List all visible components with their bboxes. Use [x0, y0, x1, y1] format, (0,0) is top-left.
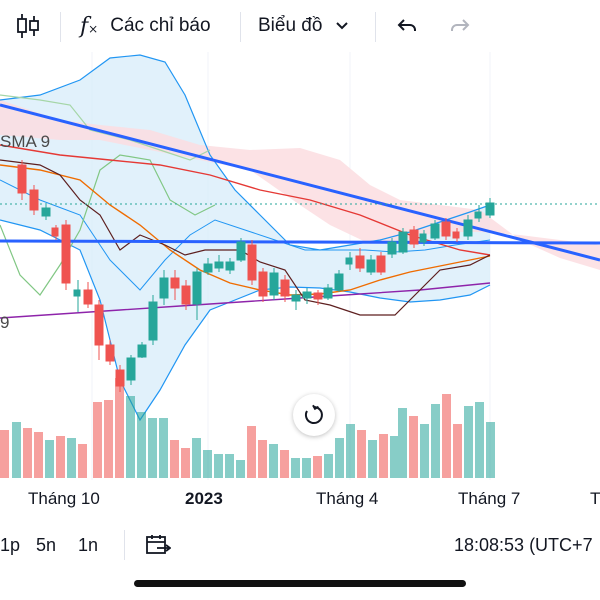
senkou-green: [0, 94, 211, 161]
top-toolbar: f× Các chỉ báo Biểu đồ: [0, 0, 600, 52]
candle: [41, 205, 51, 220]
bollinger-lower: [0, 219, 491, 422]
indicators-button[interactable]: f× Các chỉ báo: [80, 0, 211, 52]
interval-5n[interactable]: 5n: [36, 534, 57, 555]
candle: [192, 268, 202, 320]
candle: [94, 300, 104, 360]
candle: [430, 220, 440, 240]
candle: [334, 270, 344, 292]
candle: [137, 342, 147, 358]
reset-icon: [304, 404, 323, 424]
candle: [463, 215, 473, 240]
bottom-toolbar: 1p 5n 1n 18:08:53 (UTC+7: [0, 522, 600, 568]
redo-button[interactable]: [448, 0, 472, 52]
candlestick-icon[interactable]: [14, 0, 42, 52]
candle: [398, 228, 408, 254]
candle: [83, 282, 93, 308]
sma-red: [0, 144, 491, 256]
candle: [387, 238, 397, 258]
candle: [170, 270, 180, 300]
candle: [419, 230, 427, 246]
reset-chart-button[interactable]: [293, 394, 335, 436]
candle: [181, 280, 191, 310]
candle: [376, 252, 386, 275]
candle: [269, 268, 279, 300]
candle: [247, 240, 257, 285]
candle: [474, 205, 482, 222]
chikou-span: [0, 154, 216, 296]
candle: [258, 268, 268, 302]
candle: [203, 258, 213, 275]
indicators-label: Các chỉ báo: [110, 15, 211, 36]
undo-button[interactable]: [395, 0, 419, 52]
candle: [61, 220, 71, 290]
candle: [355, 248, 365, 272]
x-label-2023: 2023: [185, 489, 223, 508]
left-edge-label: 9: [0, 313, 9, 332]
trendline-descending: [0, 103, 600, 262]
volume-bars: [0, 378, 495, 478]
calendar-arrow-icon: [146, 535, 171, 554]
candle: [485, 198, 495, 218]
candle: [17, 160, 27, 200]
candle: [323, 284, 333, 300]
candle: [126, 355, 136, 385]
candle: [225, 258, 235, 274]
candle: [159, 270, 169, 305]
candle: [366, 255, 376, 275]
candle: [409, 226, 419, 248]
candle: [105, 340, 115, 365]
function-icon: f×: [80, 13, 99, 39]
x-label-thang10: Tháng 10: [28, 489, 100, 508]
x-label-cut: T: [590, 489, 600, 508]
trendline-horizontal: [0, 239, 600, 245]
home-indicator: [134, 580, 466, 587]
clock-timezone[interactable]: 18:08:53 (UTC+7: [454, 534, 593, 555]
date-range-button[interactable]: [145, 522, 171, 568]
x-label-thang4: Tháng 4: [316, 489, 378, 508]
interval-1p[interactable]: 1p: [0, 534, 21, 555]
candle: [291, 290, 301, 310]
candle: [29, 185, 39, 215]
price-chart[interactable]: SMA 9 9 Tháng 10 2023 Tháng 4 Tháng 7 T: [0, 52, 600, 522]
candle: [236, 238, 246, 262]
candle: [345, 252, 353, 270]
candle: [302, 288, 312, 304]
candle: [313, 290, 323, 305]
chart-type-label: Biểu đồ: [258, 15, 323, 36]
legend-sma: SMA 9: [0, 132, 50, 151]
candle: [214, 255, 224, 272]
ma-purple: [0, 282, 491, 319]
candle: [73, 280, 81, 312]
undo-icon: [397, 19, 416, 31]
interval-1n[interactable]: 1n: [78, 534, 99, 555]
chart-type-button[interactable]: Biểu đồ: [258, 0, 350, 52]
chevron-down-icon: [336, 22, 349, 30]
bollinger-band-fill: [0, 55, 490, 420]
candles: [17, 160, 495, 392]
candle: [51, 225, 59, 240]
redo-icon: [451, 19, 470, 31]
candle: [452, 228, 460, 242]
candle: [280, 275, 290, 302]
candle: [441, 218, 451, 240]
candle: [148, 295, 158, 345]
x-label-thang7: Tháng 7: [458, 489, 520, 508]
